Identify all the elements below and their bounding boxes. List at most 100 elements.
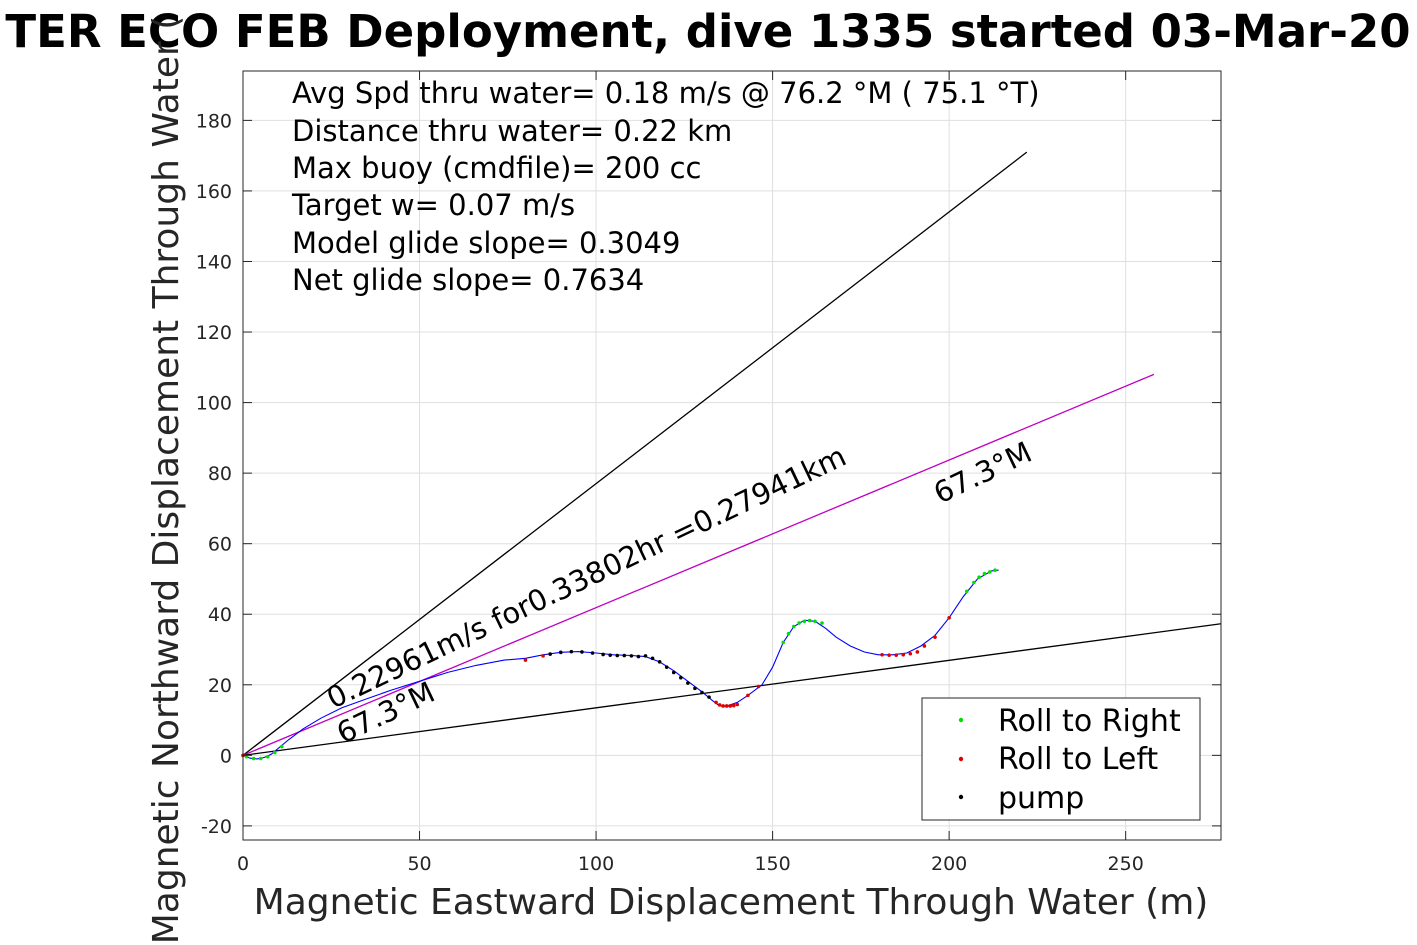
data-point-roll-to-right [265, 754, 270, 759]
axes-box [242, 70, 1222, 841]
x-tick-label: 250 [1108, 853, 1144, 875]
data-point-roll-to-left [731, 703, 736, 708]
data-point-roll-to-left [894, 653, 898, 657]
legend: Roll to Right Roll to Left pump [921, 697, 1201, 821]
data-point-roll-to-left [724, 704, 729, 708]
data-point-pump [636, 654, 641, 659]
data-point-pump [548, 652, 552, 656]
y-tick-label: 120 [196, 322, 232, 344]
data-point-roll-to-right [781, 640, 785, 645]
data-point-roll-to-left [947, 615, 951, 620]
x-tick-label: 200 [931, 853, 967, 875]
data-point-pump [664, 665, 669, 669]
y-tick-label: 180 [196, 110, 232, 132]
data-point-roll-to-right [791, 624, 796, 629]
x-tick-label: 100 [578, 853, 614, 875]
y-tick-label: 40 [208, 604, 232, 626]
data-point-roll-to-left [746, 693, 750, 698]
data-point-roll-to-right [244, 754, 249, 759]
legend-marker-roll-right [958, 717, 964, 723]
data-point-pump [686, 681, 690, 685]
data-point-roll-to-right [280, 744, 284, 749]
x-tick-label: 50 [407, 853, 431, 875]
y-tick-label: 20 [208, 675, 232, 697]
data-point-roll-to-left [915, 650, 920, 654]
y-tick-label: 160 [196, 181, 232, 203]
data-point-roll-to-right [797, 621, 801, 625]
info-line-target-w: Target w= 0.07 m/s [291, 188, 575, 222]
data-point-pump [601, 652, 605, 657]
data-point-roll-to-right [982, 571, 987, 576]
data-point-roll-to-left [901, 653, 906, 657]
info-box: Avg Spd thru water= 0.18 m/s @ 76.2 °M (… [291, 76, 1040, 297]
legend-label-roll-left: Roll to Left [998, 742, 1158, 777]
data-point-roll-to-right [258, 756, 263, 761]
data-point-pump [707, 695, 711, 699]
data-point-pump [558, 650, 563, 655]
data-points [241, 568, 997, 761]
x-tick-label: 0 [237, 853, 249, 875]
data-point-roll-to-left [933, 635, 937, 639]
data-point-pump [650, 656, 655, 661]
data-point-roll-to-right [813, 619, 817, 624]
data-point-roll-to-right [977, 575, 981, 579]
reference-line-steep [242, 151, 1028, 756]
data-point-pump [657, 660, 662, 664]
legend-label-roll-right: Roll to Right [998, 704, 1181, 739]
data-point-roll-to-left [728, 704, 733, 708]
y-tick-label: 0 [220, 745, 232, 767]
data-point-roll-to-right [987, 570, 992, 574]
info-line-model-glide: Model glide slope= 0.3049 [292, 226, 680, 260]
y-tick-label: 60 [208, 534, 232, 556]
data-point-roll-to-right [820, 621, 824, 625]
data-point-roll-to-right [993, 568, 997, 572]
data-point-pump [671, 670, 676, 675]
data-point-pump [580, 650, 584, 654]
data-point-pump [693, 686, 697, 691]
x-tick-label: 150 [754, 853, 790, 875]
axes-frame [242, 70, 1222, 841]
data-point-pump [629, 654, 634, 658]
y-axis-label: Magnetic Northward Displacement Through … [146, 16, 187, 945]
y-tick-label: -20 [201, 816, 232, 838]
data-point-pump [608, 653, 612, 657]
y-tick-label: 100 [196, 393, 232, 415]
data-point-roll-to-left [714, 700, 718, 705]
data-point-roll-to-right [972, 580, 976, 585]
data-point-roll-to-right [251, 756, 256, 761]
data-point-pump [590, 651, 595, 655]
y-tick-label: 140 [196, 251, 232, 273]
data-point-pump [615, 653, 620, 658]
data-point-roll-to-right [964, 589, 969, 594]
data-point-roll-to-right [802, 619, 807, 624]
legend-marker-roll-left [958, 756, 964, 762]
info-line-max-buoy: Max buoy (cmdfile)= 200 cc [292, 151, 701, 185]
data-point-pump [569, 649, 574, 654]
data-point-roll-to-right [807, 618, 812, 623]
data-point-roll-to-left [880, 653, 884, 657]
data-point-pump [622, 653, 627, 658]
chart-title: TER ECO FEB Deployment, dive 1335 starte… [5, 5, 1410, 58]
x-axis-label: Magnetic Eastward Displacement Through W… [254, 882, 1209, 923]
data-point-roll-to-left [717, 703, 722, 707]
reference-line-shallow [242, 623, 1222, 756]
reference-lines [242, 151, 1222, 756]
data-point-roll-to-left [541, 654, 545, 658]
data-point-roll-to-left [908, 651, 913, 656]
data-point-roll-to-left [922, 644, 927, 648]
reference-line-heading [242, 373, 1155, 756]
tick-labels: 0 50 100 150 200 250-200204060801001201401601… [196, 110, 1144, 875]
data-point-roll-to-left [887, 653, 891, 657]
legend-marker-pump [958, 794, 964, 800]
data-point-roll-to-left [735, 702, 740, 707]
data-point-roll-to-left [756, 684, 761, 689]
info-line-distance: Distance thru water= 0.22 km [292, 114, 732, 148]
data-point-roll-to-left [523, 658, 528, 662]
legend-label-pump: pump [998, 781, 1084, 816]
data-point-pump [700, 690, 704, 695]
data-point-roll-to-right [272, 750, 277, 755]
y-tick-label: 80 [208, 463, 232, 485]
info-line-avg-speed: Avg Spd thru water= 0.18 m/s @ 76.2 °M (… [292, 76, 1040, 110]
data-point-roll-to-right [786, 631, 791, 636]
